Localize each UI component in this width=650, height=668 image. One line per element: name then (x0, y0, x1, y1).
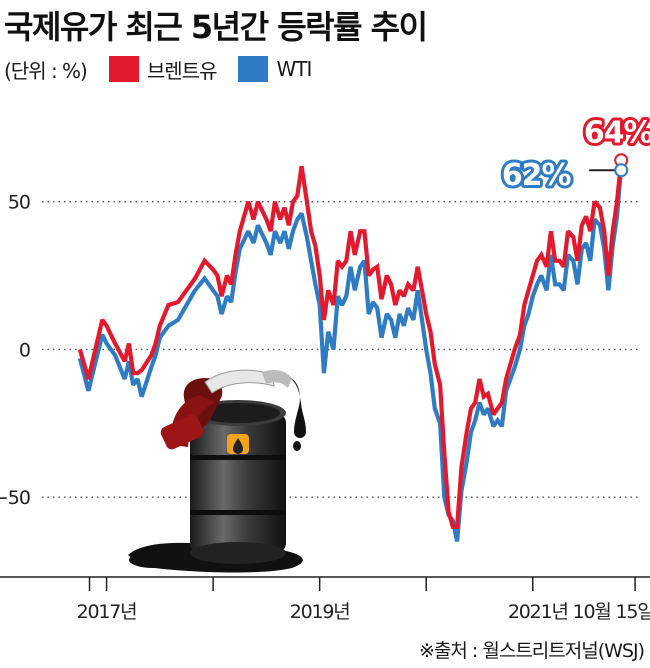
source-note: ※출처 : 월스트리트저널(WSJ) (419, 640, 645, 662)
grid-lines (42, 200, 640, 498)
y-tick-labels: 50 0 −50 (0, 192, 31, 510)
legend-label-brent: 브렌트유 (146, 58, 218, 83)
chart-title: 국제유가 최근 5년간 등락률 추이 (4, 8, 428, 46)
legend-label-wti: WTI (276, 57, 312, 81)
legend-swatch-brent (108, 56, 139, 82)
end-label-brent: 64% (584, 115, 650, 150)
legend: (단위 : %) 브렌트유 WTI (4, 54, 333, 84)
unit-label: (단위 : %) (4, 58, 88, 83)
series-line-brent (77, 160, 624, 529)
end-label-wti: 62% (502, 158, 572, 193)
end-marker-wti (614, 163, 629, 178)
y-tick-label: −50 (0, 487, 30, 509)
end-labels: 64% 62% (499, 112, 650, 196)
series-line-wti (77, 166, 624, 542)
legend-item-wti: WTI (238, 56, 312, 82)
y-tick-label: 0 (19, 339, 30, 361)
x-tick-label: 2021년 10월 15일 (508, 601, 650, 623)
legend-swatch-wti (238, 56, 269, 82)
series-lines (77, 160, 624, 542)
x-tick-labels: 2017년 2019년 2021년 10월 15일 (77, 601, 650, 623)
legend-item-brent: 브렌트유 (108, 55, 218, 84)
x-tick-label: 2019년 (290, 601, 350, 623)
y-tick-label: 50 (8, 192, 30, 214)
oil-barrel-illustration (128, 369, 306, 573)
x-tick-label: 2017년 (77, 601, 137, 623)
x-axis (0, 576, 650, 591)
